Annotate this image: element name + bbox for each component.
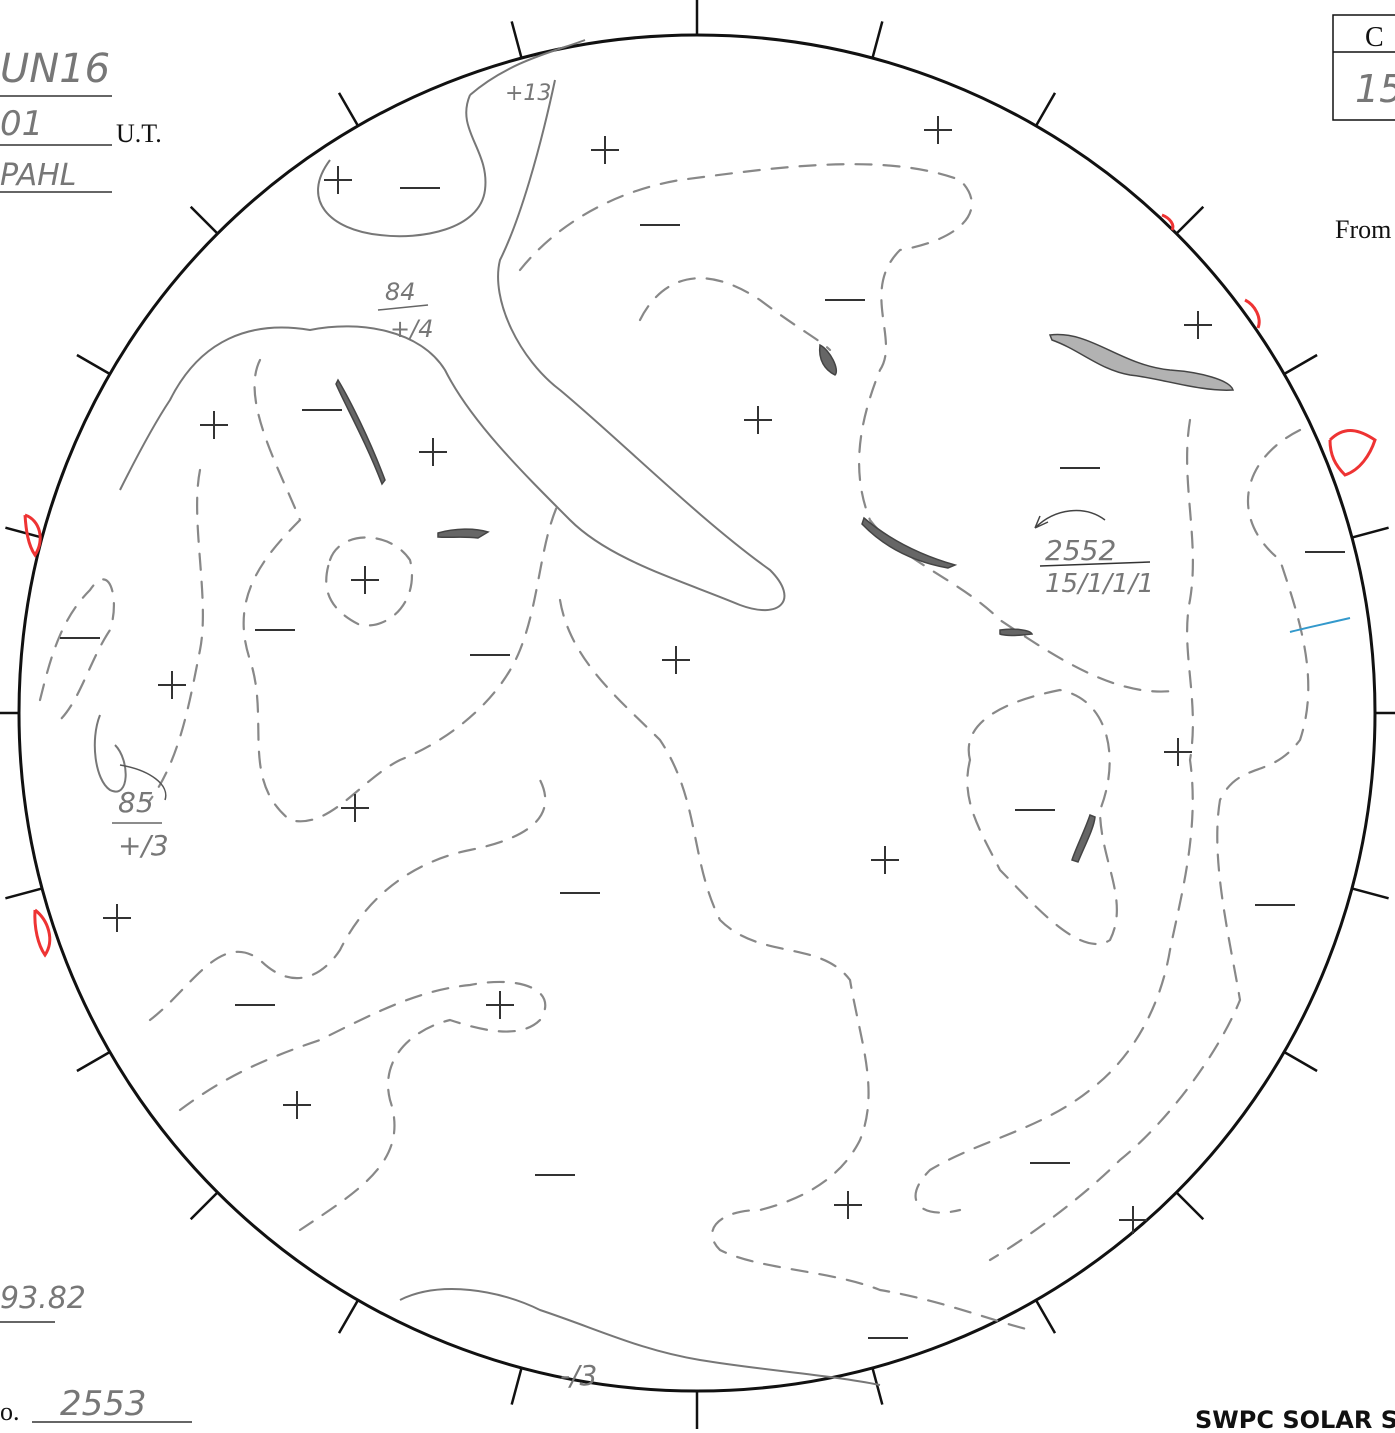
number: 2553 bbox=[60, 1384, 147, 1424]
time: 01 bbox=[0, 104, 43, 144]
limb-tick bbox=[1284, 355, 1317, 374]
body: UN16 01 U.T. PAHL C 15 From 93.82 o. 255… bbox=[0, 0, 1395, 1433]
limb-tick bbox=[5, 528, 42, 538]
filament bbox=[336, 380, 385, 484]
neutral-line-dashed bbox=[40, 579, 114, 720]
neutral-line bbox=[95, 715, 126, 792]
limb-tick bbox=[77, 1052, 110, 1071]
limb-tick bbox=[77, 355, 110, 374]
neutral-line bbox=[400, 1289, 880, 1385]
prominence bbox=[35, 910, 50, 955]
annotation: 84 bbox=[385, 278, 416, 306]
drawing-sheet: UN16 01 U.T. PAHL C 15 From 93.82 o. 255… bbox=[0, 0, 1395, 1433]
filament bbox=[1050, 335, 1233, 391]
box-value: 15 bbox=[1355, 67, 1395, 111]
solar-disk bbox=[19, 35, 1375, 1391]
filament bbox=[862, 518, 955, 568]
annotation: -/3 bbox=[560, 1359, 597, 1392]
limb-tick bbox=[5, 888, 42, 898]
prominence bbox=[1330, 431, 1375, 475]
limb-tick bbox=[339, 1300, 358, 1333]
brand: SWPC SOLAR S bbox=[1195, 1406, 1395, 1433]
filament bbox=[1000, 629, 1032, 635]
time-unit: U.T. bbox=[116, 119, 162, 148]
neutral-line-dashed bbox=[640, 278, 830, 350]
neutral-line-dashed bbox=[150, 780, 545, 1020]
neutral-line-dashed bbox=[244, 360, 560, 821]
limb-tick bbox=[1176, 207, 1203, 234]
pointer-arrow bbox=[1035, 511, 1105, 528]
filament bbox=[1072, 815, 1095, 862]
box-heading: C bbox=[1365, 22, 1384, 53]
limb-tick bbox=[191, 1192, 218, 1219]
number-prefix: o. bbox=[0, 1397, 20, 1426]
neutral-line-dashed bbox=[990, 430, 1308, 1260]
limb-tick bbox=[512, 21, 522, 58]
limb-tick bbox=[1352, 888, 1389, 898]
annotation: +13 bbox=[505, 81, 551, 106]
limb-tick bbox=[872, 21, 882, 58]
seeing: 93.82 bbox=[0, 1281, 86, 1316]
neutral-line-dashed bbox=[560, 600, 1030, 1330]
neutral-line-dashed bbox=[520, 164, 1180, 691]
limb-tick bbox=[191, 207, 218, 234]
limb-tick bbox=[339, 93, 358, 126]
neutral-line-dashed bbox=[326, 538, 412, 626]
limb-tick bbox=[1036, 1300, 1055, 1333]
limb-tick bbox=[1036, 93, 1055, 126]
limb-tick bbox=[1176, 1192, 1203, 1219]
limb-tick bbox=[1284, 1052, 1317, 1071]
annotation: +/3 bbox=[118, 829, 169, 862]
limb-tick bbox=[872, 1368, 882, 1405]
annotation: +/4 bbox=[390, 315, 433, 343]
neutral-line-dashed bbox=[180, 982, 545, 1230]
limb-tick bbox=[512, 1368, 522, 1405]
annotation: 85 bbox=[118, 786, 154, 819]
annotation: 2552 bbox=[1045, 534, 1116, 567]
limb-tick bbox=[1352, 528, 1389, 538]
page: Solar drawing {"header": {"date": "UN16"… bbox=[0, 0, 1395, 1433]
polarity-symbols bbox=[60, 116, 1345, 1338]
filament bbox=[438, 529, 488, 538]
neutral-line bbox=[318, 40, 585, 236]
side-label: From bbox=[1335, 215, 1391, 244]
date: UN16 bbox=[0, 46, 110, 92]
observer: PAHL bbox=[0, 158, 76, 193]
neutral-line-dashed bbox=[150, 470, 203, 800]
annotation: 15/1/1/1 bbox=[1045, 569, 1154, 599]
limb-ticks bbox=[0, 0, 1395, 1429]
